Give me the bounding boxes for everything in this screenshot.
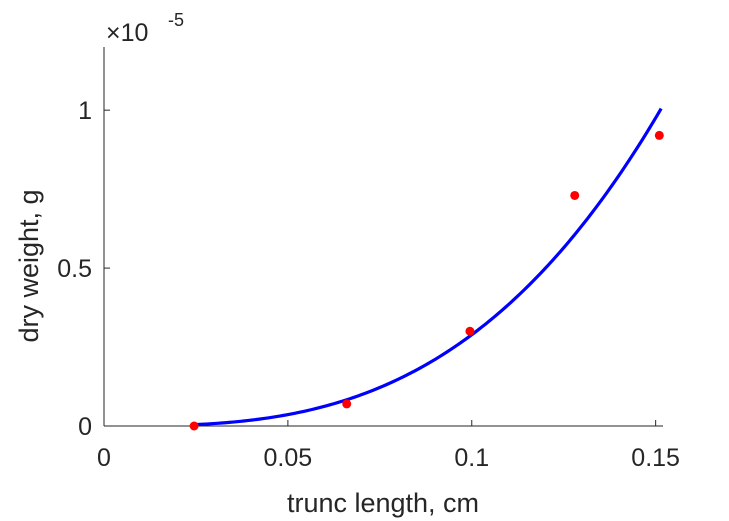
y-tick-label: 0 bbox=[78, 413, 92, 441]
data-point bbox=[342, 399, 352, 409]
data-point bbox=[465, 326, 475, 336]
y-exponent-base: ×10 bbox=[106, 19, 148, 47]
data-point bbox=[189, 421, 199, 431]
plot-marks bbox=[189, 107, 664, 431]
y-exponent-power: -5 bbox=[168, 10, 184, 30]
x-axis-label: trunc length, cm bbox=[287, 488, 479, 518]
fit-curve bbox=[194, 107, 663, 427]
axis-labels: trunc length, cm dry weight, g bbox=[14, 189, 479, 518]
y-axis-label: dry weight, g bbox=[14, 189, 44, 342]
data-point bbox=[654, 130, 664, 140]
y-tick-label: 0.5 bbox=[57, 255, 92, 283]
y-tick-label: 1 bbox=[78, 97, 92, 125]
y-axis-exponent: ×10 -5 bbox=[106, 10, 184, 47]
x-tick-label: 0 bbox=[97, 444, 111, 472]
x-tick-label: 0.1 bbox=[454, 444, 489, 472]
axes: 0 0.05 0.1 0.15 0 0.5 1 bbox=[57, 47, 680, 472]
data-point bbox=[570, 190, 580, 200]
x-tick-label: 0.15 bbox=[631, 444, 680, 472]
x-tick-label: 0.05 bbox=[264, 444, 313, 472]
